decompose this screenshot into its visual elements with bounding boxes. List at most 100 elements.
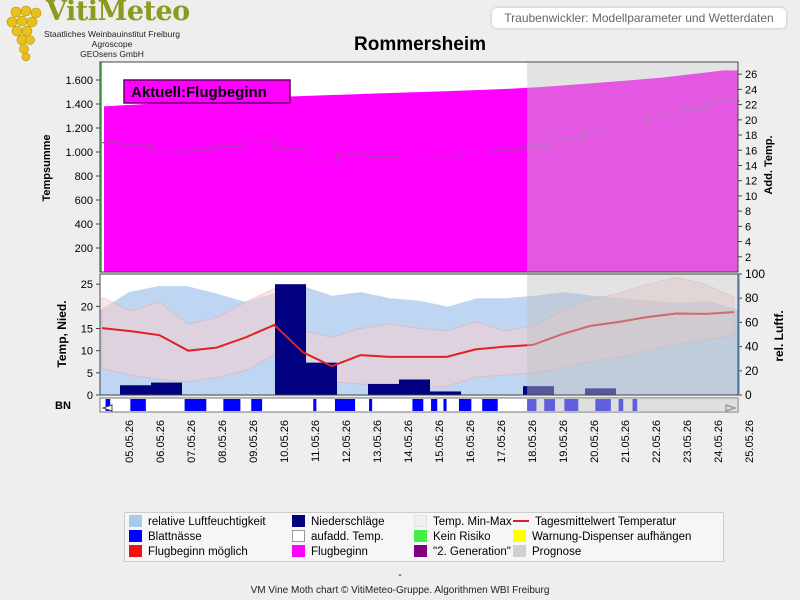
x-date-label: 15.05.26 (434, 420, 446, 463)
blattnaesse-segment (431, 399, 438, 411)
legend-label: Flugbeginn (311, 546, 368, 558)
lower-right-tick-label: 80 (745, 291, 759, 305)
legend-item: Temp. Min-Max (414, 515, 512, 530)
x-date-label: 17.05.26 (496, 420, 508, 463)
add-temp-line (100, 100, 740, 163)
blattnaesse-segment (334, 399, 356, 411)
upper-right-axis-title: Add. Temp. (763, 135, 775, 194)
upper-right-tick-label: 16 (745, 145, 757, 157)
x-date-label: 13.05.26 (372, 420, 384, 463)
logo-title: VitiMeteo (46, 0, 190, 27)
lower-left-tick-label: 25 (81, 279, 93, 291)
upper-right-tick-label: 6 (745, 221, 751, 233)
legend-swatch (129, 515, 142, 527)
lower-right-tick-label: 100 (745, 267, 765, 281)
legend-swatch (292, 545, 305, 557)
x-date-label: 07.05.26 (186, 420, 198, 463)
blattnaesse-segment (130, 399, 146, 411)
chart-legend: relative Luftfeuchtigkeit Niederschläge Te… (124, 512, 724, 562)
lower-frame (99, 273, 739, 396)
x-date-label: 18.05.26 (527, 420, 539, 463)
x-date-label: 25.05.26 (744, 420, 756, 463)
legend-swatch (414, 530, 427, 542)
upper-left-tick-label: 1.000 (65, 147, 93, 159)
bn-label: BN (55, 400, 71, 412)
upper-right-tick-label: 12 (745, 176, 757, 188)
legend-label: Niederschläge (311, 516, 385, 528)
prognose-overlay-lower (527, 274, 738, 395)
footer-credit: VM Vine Moth chart © VitiMeteo-Gruppe. A… (250, 585, 550, 596)
blattnaesse-segment (313, 399, 317, 411)
temp-mean-line (101, 311, 735, 368)
vitimeteo-logo: VitiMeteo Staatliches Weinbauinstitut Fr… (2, 0, 190, 64)
legend-swatch (414, 515, 427, 527)
lower-left-axis-title: Temp, Nied. (55, 300, 69, 367)
lower-left-tick-label: 0 (87, 390, 93, 402)
prognose-overlay-bn (527, 398, 738, 412)
legend-label: Tagesmittelwert Temperatur (535, 516, 677, 528)
upper-right-tick-label: 20 (745, 115, 757, 127)
rain-bar (430, 391, 461, 395)
legend-swatch (513, 545, 526, 557)
legend-item: "2. Generation" (414, 545, 511, 560)
rain-bar (523, 386, 554, 395)
legend-swatch (513, 520, 529, 522)
blattnaesse-segment (184, 399, 207, 411)
blattnaesse-segment (105, 399, 111, 411)
upper-right-tick-label: 22 (745, 100, 757, 112)
lower-left-tick-label: 10 (81, 346, 93, 358)
legend-item: Blattnässe (129, 530, 202, 545)
upper-right-tick-label: 8 (745, 206, 751, 218)
legend-swatch (292, 515, 305, 527)
upper-left-tick-label: 1.600 (65, 75, 93, 87)
rain-bar (368, 383, 399, 395)
rain-bar (585, 388, 616, 395)
annotation-box (123, 79, 291, 104)
legend-swatch (414, 545, 427, 557)
lower-right-tick-label: 0 (745, 388, 752, 402)
grape-logo-icon (6, 5, 42, 62)
blattnaesse-segment (369, 399, 373, 411)
upper-left-tick-label: 600 (75, 195, 93, 207)
x-date-label: 11.05.26 (310, 420, 322, 462)
x-date-label: 05.05.26 (124, 420, 136, 463)
logo-line-2: Agroscope (91, 39, 133, 49)
blattnaesse-segment (443, 399, 447, 411)
legend-swatch (513, 530, 526, 542)
logo-line-3: GEOsens GmbH (80, 49, 144, 59)
prognose-overlay-upper (527, 62, 738, 272)
upper-right-tick-label: 18 (745, 130, 757, 142)
x-date-label: 22.05.26 (651, 420, 663, 463)
legend-label: Blattnässe (148, 531, 202, 543)
upper-left-tick-label: 1.200 (65, 123, 93, 135)
annotation-label: Aktuell:Flugbeginn (131, 84, 267, 101)
x-date-label: 12.05.26 (341, 420, 353, 463)
legend-swatch (129, 530, 142, 542)
legend-item: Warnung-Dispenser aufhängen (513, 530, 691, 545)
upper-right-tick-label: 4 (745, 237, 751, 249)
legend-item: relative Luftfeuchtigkeit (129, 515, 266, 530)
legend-swatch (292, 530, 305, 542)
rain-bar (151, 382, 182, 395)
tempsumme-area (104, 70, 738, 273)
rain-bar (306, 362, 337, 395)
lower-left-tick-label: 15 (81, 324, 93, 336)
upper-right-tick-label: 10 (745, 191, 757, 203)
legend-item: Flugbeginn möglich (129, 545, 248, 560)
legend-label: Warnung-Dispenser aufhängen (532, 531, 692, 543)
x-date-label: 14.05.26 (403, 420, 415, 463)
chart-title: Rommersheim (354, 34, 486, 55)
upper-left-tick-label: 400 (75, 219, 93, 231)
blattnaesse-segment (458, 399, 472, 411)
x-date-label: 21.05.26 (620, 420, 632, 463)
x-date-label: 09.05.26 (248, 420, 260, 463)
x-date-label: 10.05.26 (279, 420, 291, 463)
legend-item: aufadd. Temp. (292, 530, 384, 545)
legend-label: Prognose (532, 546, 582, 558)
upper-right-tick-label: 14 (745, 160, 757, 172)
lower-left-tick-label: 20 (81, 301, 93, 313)
rain-bar (120, 385, 151, 395)
footer-dash: - (398, 570, 402, 581)
x-date-label: 06.05.26 (155, 420, 167, 463)
